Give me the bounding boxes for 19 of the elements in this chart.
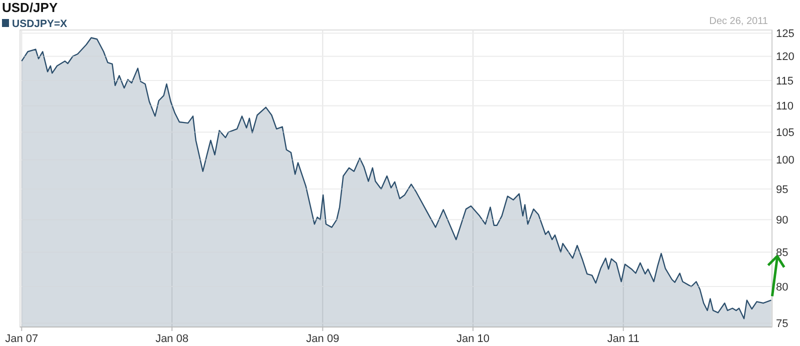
- y-tick-label: 100: [776, 154, 794, 167]
- x-tick-label: Jan 10: [456, 333, 490, 345]
- text: Dec 26, 2011: [709, 16, 768, 27]
- y-tick-label: 85: [776, 246, 788, 259]
- legend-label: USDJPY=X: [12, 18, 68, 30]
- y-tick-label: 115: [776, 75, 794, 88]
- y-tick-label: 110: [776, 100, 794, 113]
- y-tick-label: 90: [776, 214, 788, 227]
- y-tick-label: 95: [776, 184, 788, 196]
- x-tick-label: Jan 09: [306, 333, 340, 345]
- y-tick-label: 75: [776, 318, 788, 330]
- y-tick-label: 105: [776, 127, 794, 140]
- y-tick-label: 80: [776, 281, 788, 294]
- y-tick-label: 125: [776, 28, 794, 40]
- x-tick-label: Jan 08: [155, 333, 188, 345]
- chart-title: USD/JPY: [2, 0, 58, 15]
- x-tick-label: Jan 07: [5, 333, 38, 345]
- y-tick-label: 120: [776, 51, 794, 64]
- x-tick-label: Jan 11: [607, 333, 640, 345]
